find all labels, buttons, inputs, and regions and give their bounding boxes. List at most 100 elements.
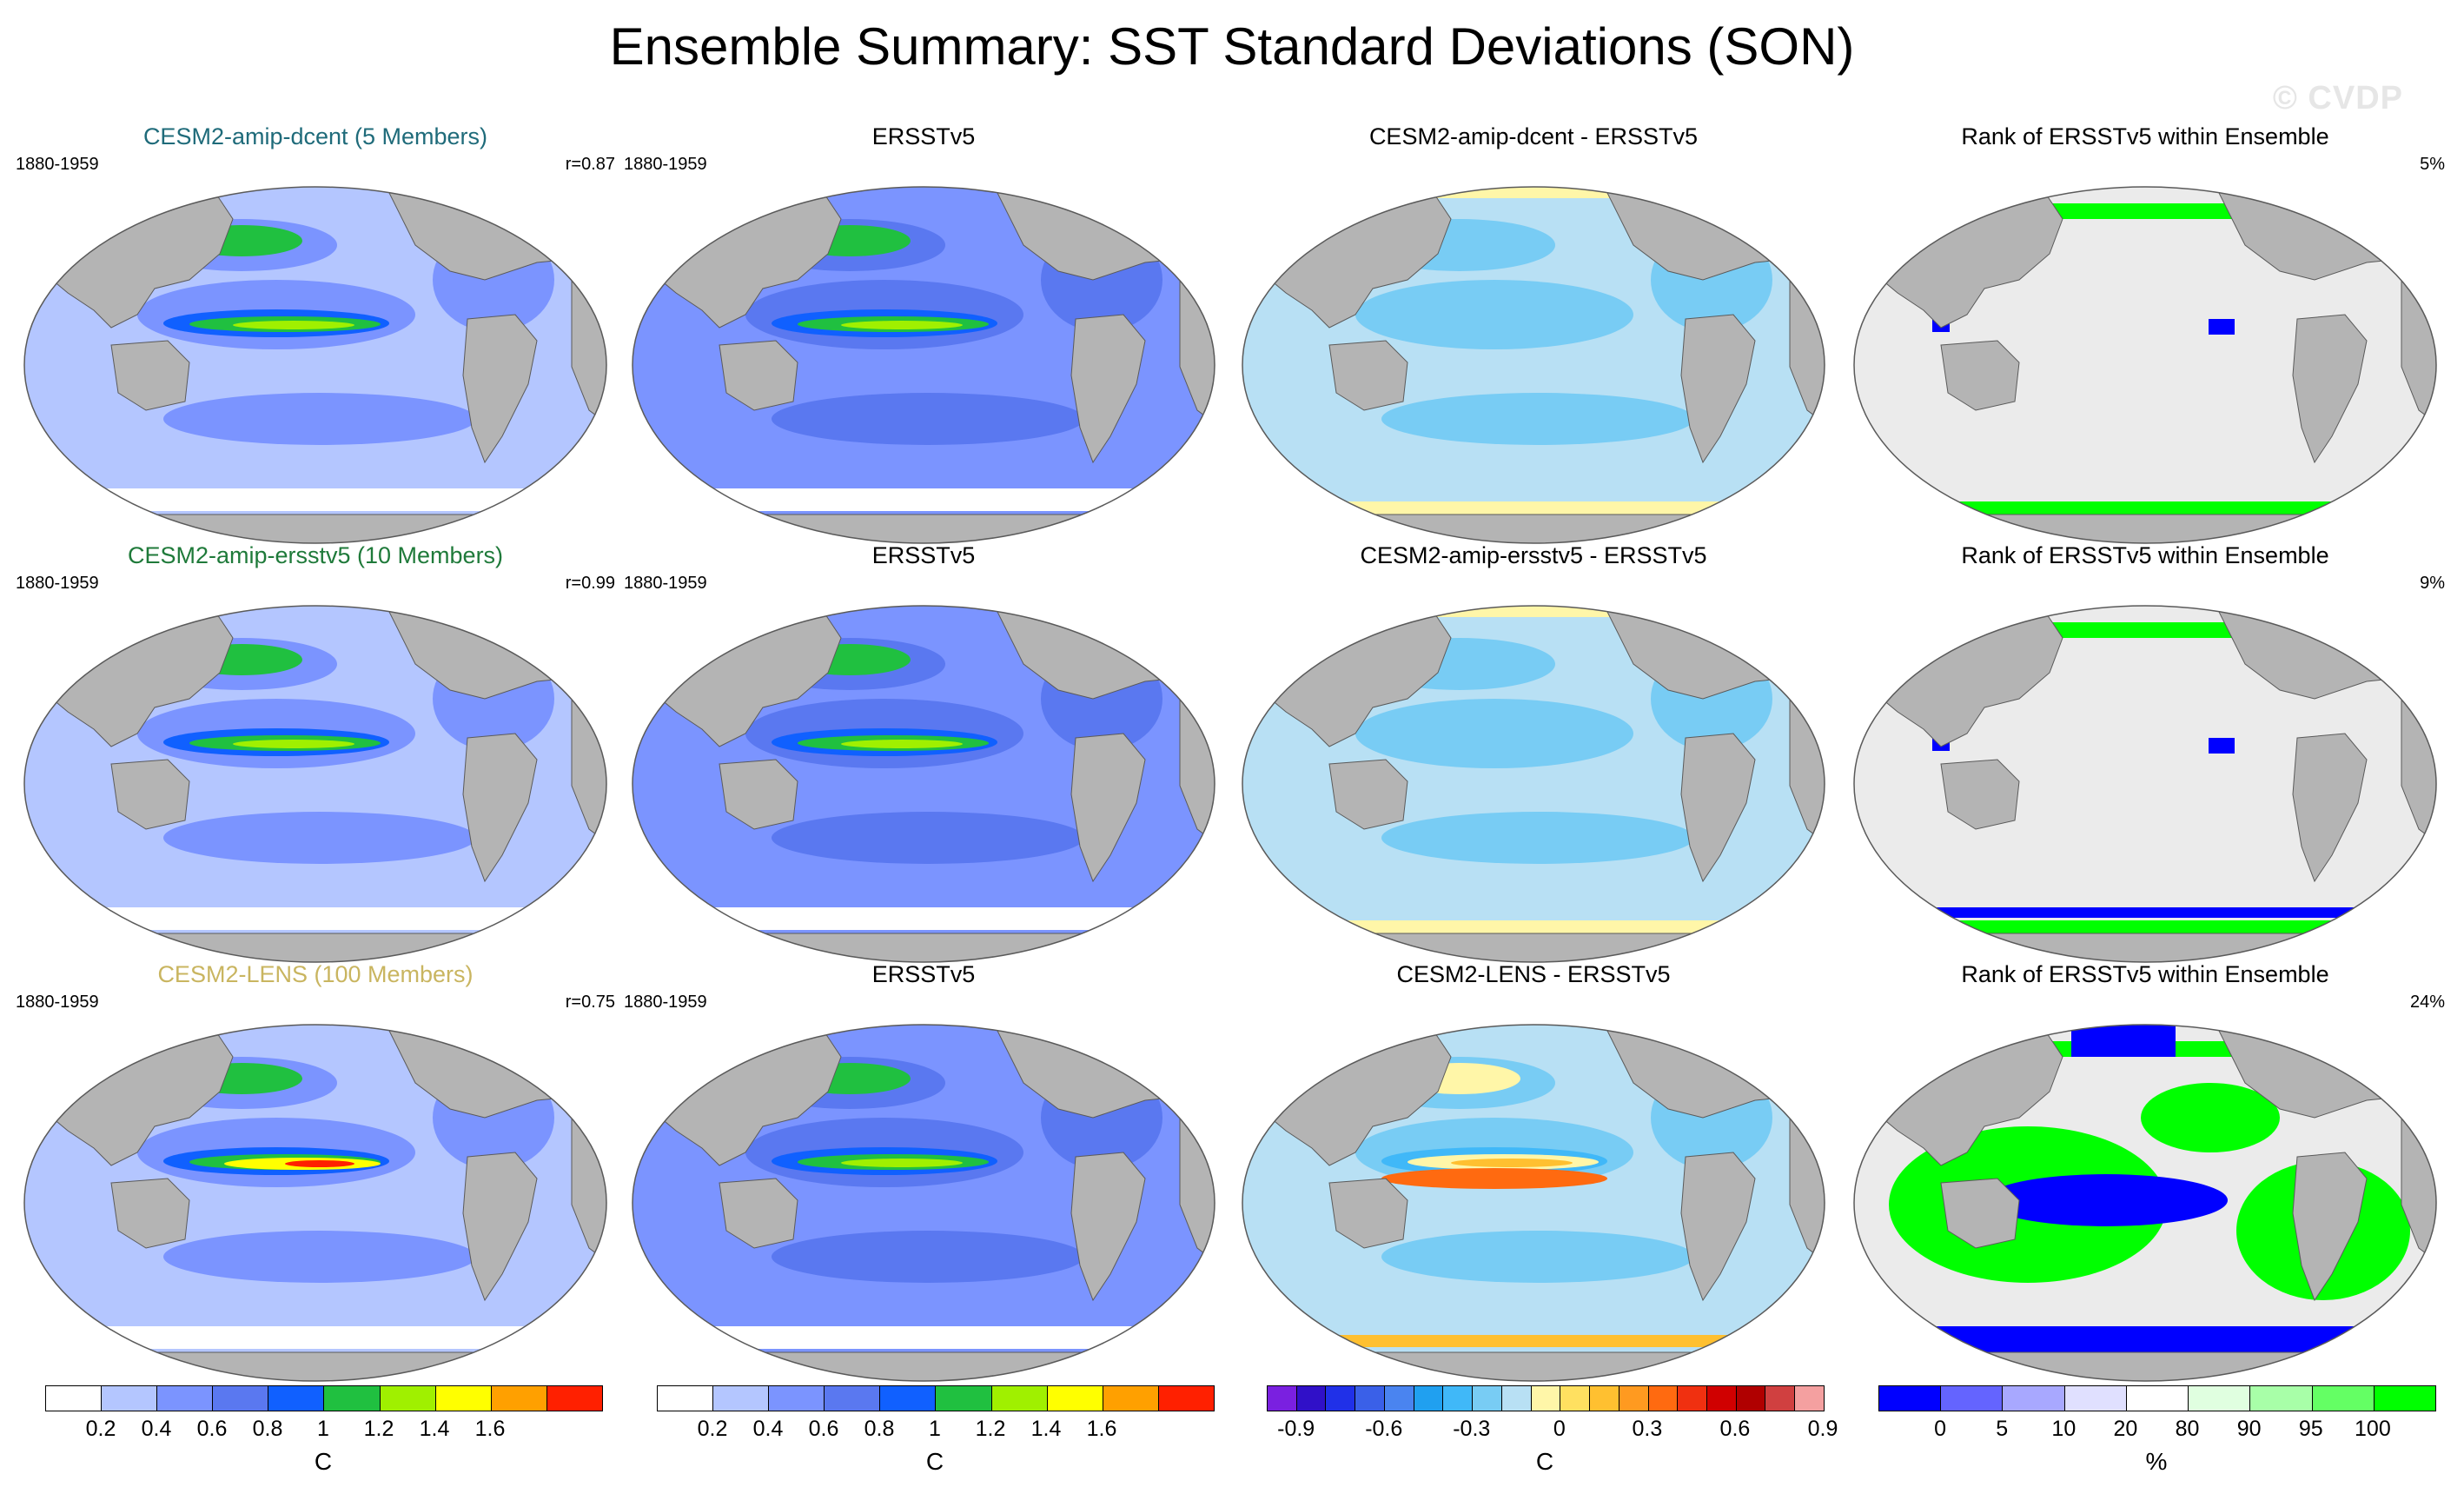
colorbar-swatch xyxy=(1879,1386,1942,1411)
land-mass xyxy=(462,1152,538,1302)
colorbar-tick-label: 1.6 xyxy=(1086,1417,1117,1441)
obs-map xyxy=(632,605,1215,963)
colorbar-swatch xyxy=(658,1386,714,1411)
colorbar-swatches xyxy=(1267,1385,1825,1411)
land-mass xyxy=(1854,1351,2436,1381)
colorbar-swatch xyxy=(268,1386,325,1411)
colorbar-swatch xyxy=(2064,1386,2127,1411)
land-mass xyxy=(24,1351,606,1381)
colorbar-tick-label: 10 xyxy=(2051,1417,2077,1441)
model-map xyxy=(23,605,607,963)
obs-panel: ERSSTv5 1880-1959 xyxy=(624,122,1223,544)
colorbar-unit: C xyxy=(314,1448,333,1475)
diff-panel: CESM2-amip-dcent - ERSSTv5 xyxy=(1234,122,1833,544)
land-mass xyxy=(110,1178,190,1249)
colorbar-swatch xyxy=(1531,1386,1561,1411)
land-mass xyxy=(633,1351,1215,1381)
map-field xyxy=(1242,606,1825,962)
map-border xyxy=(1242,1024,1825,1382)
map-border xyxy=(632,605,1215,963)
colorbar-swatch xyxy=(2250,1386,2313,1411)
map-border xyxy=(632,186,1215,544)
panel-title: Rank of ERSSTv5 within Ensemble xyxy=(1961,123,2329,149)
colorbar-swatch xyxy=(102,1386,158,1411)
model-panel: CESM2-amip-ersstv5 (10 Members) 1880-1959… xyxy=(16,541,615,963)
colorbar-swatch xyxy=(1158,1386,1214,1411)
colorbar-tick-label: 1 xyxy=(317,1417,329,1441)
panel-title: Rank of ERSSTv5 within Ensemble xyxy=(1961,542,2329,568)
map-border xyxy=(1242,605,1825,963)
colorbar-swatch xyxy=(936,1386,992,1411)
colorbar-swatch xyxy=(435,1386,492,1411)
colorbar-swatch xyxy=(1707,1386,1737,1411)
colorbar-swatch xyxy=(1648,1386,1679,1411)
land-mass xyxy=(1242,1351,1825,1381)
land-mass xyxy=(462,314,538,464)
colorbar-swatch xyxy=(1355,1386,1385,1411)
land-mass xyxy=(1680,1152,1756,1302)
map-field xyxy=(1854,1025,2436,1381)
colorbar: -0.9 -0.6 -0.3 0 0.3 0.6 0.9 C xyxy=(1267,1385,1838,1481)
colorbar-swatches xyxy=(1878,1385,2436,1411)
land-mass xyxy=(2401,1108,2436,1275)
colorbar-swatch xyxy=(491,1386,547,1411)
panel-title: CESM2-amip-ersstv5 (10 Members) xyxy=(127,542,504,568)
map-border xyxy=(1853,1024,2437,1382)
land-mass xyxy=(1940,340,2020,411)
colorbar-tick-label: 100 xyxy=(2355,1417,2391,1441)
model-map xyxy=(23,1024,607,1382)
colorbar-tick-label: 0.2 xyxy=(85,1417,116,1441)
panel-title: CESM2-amip-dcent - ERSSTv5 xyxy=(1368,123,1699,149)
colorbar-swatches xyxy=(657,1385,1215,1411)
tropical-band xyxy=(1355,280,1633,349)
map-field xyxy=(633,187,1215,543)
colorbar-unit: % xyxy=(2145,1448,2168,1475)
obs-panel: ERSSTv5 1880-1959 xyxy=(624,959,1223,1382)
map-border xyxy=(1853,605,2437,963)
land-mass xyxy=(1789,270,1825,437)
colorbar: 0.2 0.4 0.6 0.8 1 1.2 1.4 1.6 C xyxy=(45,1385,603,1481)
colorbar-tick-label: 1.2 xyxy=(975,1417,1006,1441)
diff-map xyxy=(1242,186,1825,544)
colorbar-swatch xyxy=(1501,1386,1532,1411)
colorbar-swatch xyxy=(1590,1386,1619,1411)
colorbar-tick-label: 5 xyxy=(1996,1417,2009,1441)
panel-title: CESM2-LENS (100 Members) xyxy=(157,961,474,987)
colorbar-tick-label: 0.6 xyxy=(1719,1417,1751,1441)
colorbar-swatch xyxy=(1103,1386,1159,1411)
colorbar-swatch xyxy=(1047,1386,1103,1411)
colorbar-swatch xyxy=(1296,1386,1327,1411)
colorbar-tick-label: 0.2 xyxy=(697,1417,728,1441)
colorbar: 0 5 10 20 80 90 95 100% xyxy=(1878,1385,2436,1481)
map-field xyxy=(1854,187,2436,543)
map-border xyxy=(1242,186,1825,544)
map-field xyxy=(24,606,606,962)
colorbar-swatch xyxy=(1678,1386,1708,1411)
colorbar-swatch xyxy=(1326,1386,1356,1411)
colorbar-tick-label: -0.9 xyxy=(1277,1417,1315,1441)
map-field xyxy=(1242,1025,1825,1381)
map-border xyxy=(23,1024,607,1382)
tropical-band xyxy=(1355,699,1633,768)
map-border xyxy=(23,605,607,963)
land-mass xyxy=(571,1108,606,1275)
map-field xyxy=(24,187,606,543)
land-mass xyxy=(462,733,538,883)
colorbar-tick-label: 80 xyxy=(2175,1417,2200,1441)
rank-map xyxy=(1853,186,2437,544)
land-mass xyxy=(1789,1108,1825,1275)
colorbar-swatch xyxy=(1384,1386,1414,1411)
rank-map xyxy=(1853,1024,2437,1382)
colorbar-unit: C xyxy=(1535,1448,1554,1475)
colorbar-swatch xyxy=(2126,1386,2189,1411)
land-mass xyxy=(1070,314,1146,464)
map-border xyxy=(23,186,607,544)
colorbar-tick-label: 20 xyxy=(2113,1417,2138,1441)
land-mass xyxy=(2292,733,2368,883)
colorbar-swatch xyxy=(1736,1386,1766,1411)
colorbar-tick-label: 1 xyxy=(929,1417,941,1441)
colorbar-tick-label: 95 xyxy=(2298,1417,2323,1441)
land-mass xyxy=(110,340,190,411)
map-field xyxy=(1242,187,1825,543)
obs-map xyxy=(632,186,1215,544)
